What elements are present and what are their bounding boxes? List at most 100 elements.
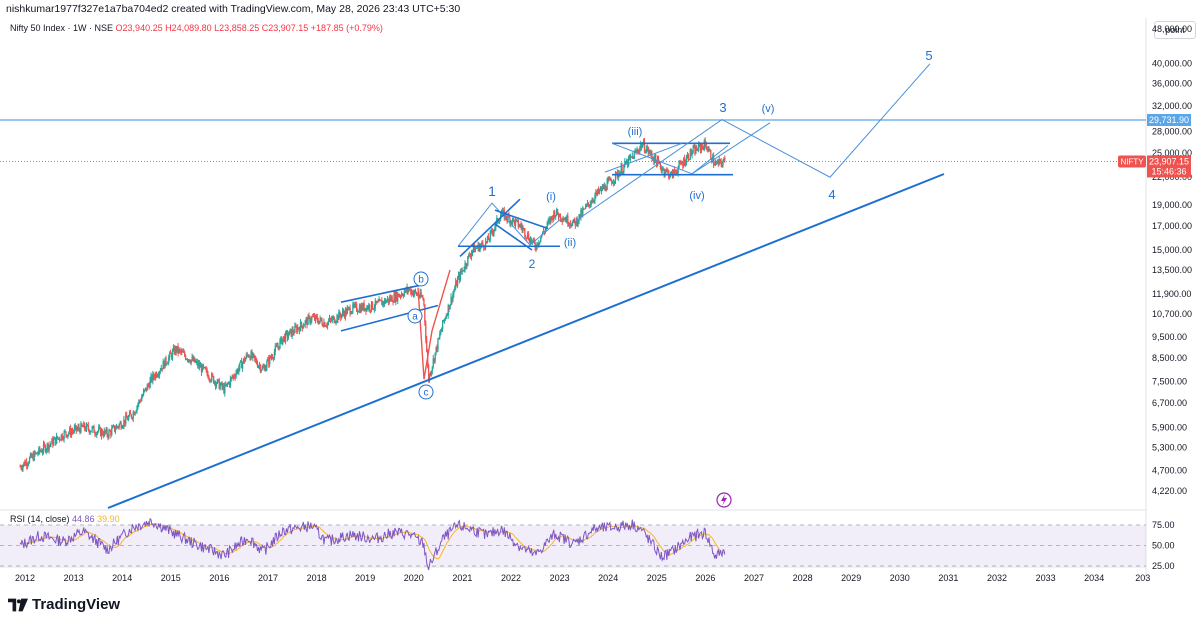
candle-body — [518, 226, 520, 228]
candle-body — [443, 318, 446, 322]
candle-body — [450, 296, 452, 305]
candle-body — [159, 370, 162, 372]
wave-label-circle[interactable] — [407, 308, 423, 324]
rsi-label[interactable]: RSI (14, close) — [10, 514, 70, 524]
wave-1-impulse-line[interactable] — [459, 198, 521, 258]
wave-label-circle[interactable] — [418, 384, 434, 400]
candle-body — [677, 167, 679, 174]
wave-label[interactable]: 1 — [488, 183, 496, 199]
candle-body — [328, 318, 331, 322]
candle-body — [103, 430, 105, 436]
candle-body — [170, 352, 172, 354]
wave-label[interactable]: 3 — [719, 100, 726, 115]
candle-body — [83, 423, 85, 428]
time-tick-label: 2027 — [744, 573, 764, 583]
wave-2-channel-upper[interactable] — [494, 209, 549, 230]
candle-body — [346, 308, 348, 314]
tradingview-logo[interactable]: TradingView — [8, 596, 120, 613]
elliott-projection-path[interactable] — [567, 63, 931, 227]
candle-body — [95, 434, 97, 436]
candle-body — [344, 309, 347, 318]
candle-body — [558, 213, 561, 218]
candle-body — [175, 346, 177, 352]
candle-body — [84, 428, 87, 431]
wave-a-b-channel-upper[interactable] — [340, 283, 424, 303]
wave-iv-v-path[interactable] — [611, 122, 771, 175]
wave-label[interactable]: b — [418, 275, 424, 286]
candle-body — [552, 216, 554, 220]
wave-label[interactable]: (iv) — [689, 190, 704, 202]
wave-2-channel-lower[interactable] — [494, 223, 533, 251]
candle-body — [604, 184, 606, 190]
wave-iii-channel[interactable] — [604, 142, 683, 173]
candle-body — [422, 296, 424, 300]
candle-body — [478, 243, 480, 252]
candle-body — [202, 364, 205, 368]
candle-body — [605, 189, 607, 191]
candle-body — [275, 345, 277, 347]
candle-body — [352, 304, 354, 312]
wave-a-b-channel-lower[interactable] — [340, 304, 439, 332]
wave-label[interactable]: 5 — [925, 48, 932, 63]
wave-iv-channel[interactable] — [691, 145, 729, 175]
candle-body — [65, 431, 67, 435]
candle-body — [579, 214, 581, 219]
candle-body — [268, 358, 270, 365]
candle-body — [574, 221, 577, 226]
support-trendline[interactable] — [107, 173, 945, 509]
candle-body — [480, 244, 482, 247]
candle-body — [331, 317, 334, 321]
candle-body — [699, 143, 701, 145]
wave-label[interactable]: (ii) — [564, 237, 576, 249]
candle-body — [398, 293, 400, 297]
candle-body — [463, 269, 465, 271]
candle-body — [509, 217, 511, 224]
wave-label[interactable]: (v) — [762, 103, 775, 115]
level-price-tag[interactable] — [1147, 114, 1191, 127]
candle-body — [185, 359, 188, 361]
wave-label[interactable]: c — [424, 388, 429, 399]
price-tick-label: 7,500.00 — [1152, 377, 1187, 387]
candle-body — [295, 325, 297, 327]
candle-body — [90, 431, 92, 433]
wave-label-circle[interactable] — [413, 271, 429, 287]
candle-body — [575, 218, 577, 226]
candle-body — [648, 152, 650, 154]
candle-body — [613, 180, 616, 183]
candle-body — [219, 384, 221, 389]
symbol-tag-text: NIFTY — [1120, 157, 1144, 166]
price-unit-label[interactable]: point — [1154, 21, 1196, 39]
candle-body — [370, 309, 372, 311]
candle-body — [242, 358, 245, 363]
wave-label[interactable]: a — [412, 312, 418, 323]
candle-body — [432, 358, 434, 367]
candle-body — [214, 381, 217, 387]
wave-label[interactable]: (i) — [546, 191, 556, 203]
candle-body — [204, 367, 206, 369]
price-tick-label: 17,000.00 — [1152, 221, 1192, 231]
candle-body — [360, 304, 362, 313]
candle-body — [724, 158, 726, 161]
candle-body — [70, 431, 73, 436]
wave-1-2-path[interactable] — [457, 202, 561, 247]
candle-body — [98, 427, 100, 432]
candle-body — [403, 291, 405, 297]
candle-body — [591, 200, 593, 204]
candle-body — [625, 161, 627, 165]
candle-body — [470, 252, 473, 257]
candle-body — [80, 423, 82, 433]
candle-body — [465, 263, 467, 267]
wave-label[interactable]: 2 — [529, 257, 536, 271]
symbol-name[interactable]: Nifty 50 Index · 1W · NSE — [10, 23, 114, 33]
wave-label[interactable]: 4 — [828, 187, 835, 202]
current-price-tag[interactable] — [1147, 155, 1191, 178]
candle-body — [341, 311, 344, 315]
wave-label[interactable]: (iii) — [628, 126, 643, 138]
candle-body — [632, 155, 634, 159]
candle-body — [614, 172, 617, 181]
candle-body — [289, 329, 291, 331]
candle-body — [77, 426, 79, 429]
symbol-tag[interactable] — [1118, 155, 1146, 168]
candle-body — [34, 451, 36, 454]
